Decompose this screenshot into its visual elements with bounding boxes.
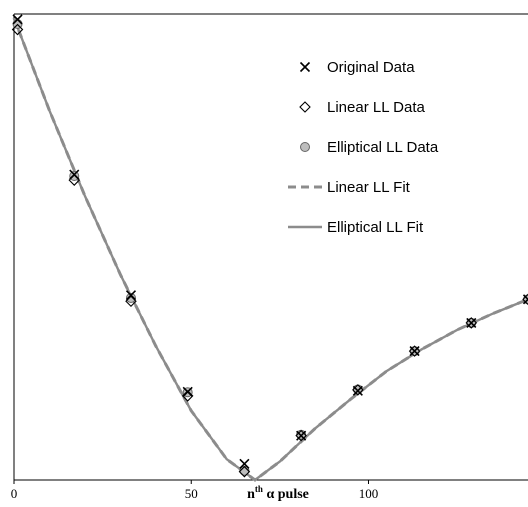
original-data-point-6 [352, 385, 363, 396]
x-tick-label-2: 100 [359, 486, 379, 501]
elliptical-ll-data-point-1 [69, 171, 80, 182]
original-data-point-1 [69, 169, 80, 180]
legend-label-linear-ll-data: Linear LL Data [327, 99, 426, 116]
elliptical-ll-fit-line [12, 17, 528, 482]
x-tick-label-1: 50 [185, 486, 198, 501]
original-data-point-4 [239, 458, 250, 469]
data-markers [11, 14, 528, 478]
linear-ll-fit-line [12, 17, 528, 482]
x-axis-label-base: n [247, 487, 255, 502]
original-data-point-7 [409, 346, 420, 357]
elliptical-ll-data-point-2 [125, 292, 136, 303]
legend-marker-original-data [299, 61, 311, 73]
linear-ll-data-point-5 [295, 429, 307, 442]
legend-label-elliptical-ll-data: Elliptical LL Data [327, 139, 439, 156]
elliptical-ll-data-point-6 [352, 384, 363, 395]
linear-ll-data-point-7 [408, 345, 421, 357]
linear-ll-data-point-9 [522, 293, 528, 306]
x-tick-label-0: 0 [11, 486, 18, 501]
legend-label-elliptical-ll-fit: Elliptical LL Fit [327, 219, 424, 236]
original-data-point-0 [12, 14, 23, 25]
fit-lines [12, 17, 528, 482]
axes [13, 13, 528, 481]
linear-ll-data-point-0 [11, 23, 24, 36]
original-data-point-3 [182, 386, 193, 397]
x-axis-label: nth α pulse [247, 484, 309, 502]
linear-ll-data-point-8 [465, 317, 478, 329]
legend-marker-elliptical-ll-data [300, 142, 310, 152]
linear-ll-data-point-4 [238, 465, 251, 478]
x-axis-label-rest: α pulse [263, 487, 309, 502]
original-data-point-8 [466, 317, 477, 328]
legend: Original Data Linear LL Data Elliptical LL… [288, 59, 439, 236]
legend-label-original-data: Original Data [327, 59, 415, 76]
x-ticks: 0 50 100 [11, 480, 378, 501]
original-data-point-9 [522, 294, 528, 305]
legend-label-linear-ll-fit: Linear LL Fit [327, 179, 411, 196]
legend-marker-linear-ll-data [299, 101, 311, 113]
original-data-point-5 [296, 430, 307, 441]
x-axis-label-sup: th [255, 484, 263, 494]
original-data-point-2 [125, 290, 137, 301]
